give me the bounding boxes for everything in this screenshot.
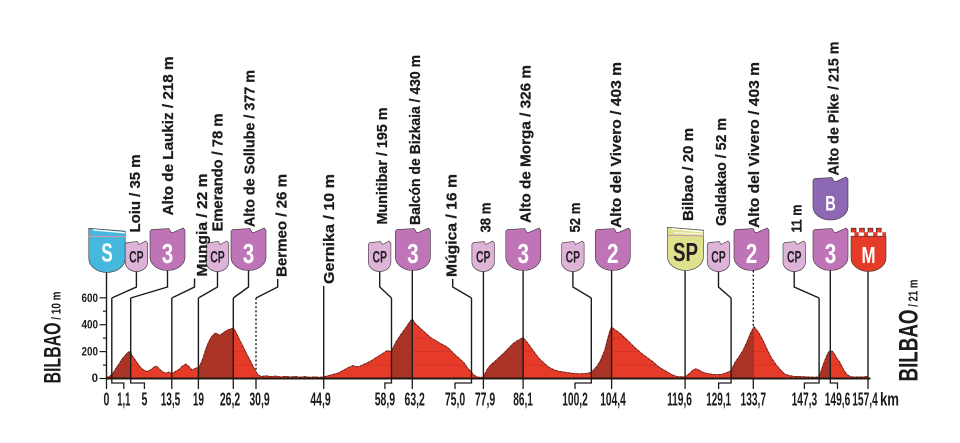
svg-text:CP: CP	[566, 248, 581, 267]
svg-text:147,3: 147,3	[792, 390, 818, 410]
svg-text:600: 600	[82, 293, 99, 305]
svg-text:Bermeo / 26 m: Bermeo / 26 m	[275, 174, 291, 277]
svg-text:Galdakao / 52 m: Galdakao / 52 m	[714, 118, 730, 226]
svg-text:CP: CP	[787, 248, 802, 267]
svg-text:CP: CP	[129, 248, 144, 267]
svg-text:Balcón de Bizkaia / 430 m: Balcón de Bizkaia / 430 m	[408, 55, 424, 225]
svg-text:0: 0	[92, 373, 98, 385]
svg-text:CP: CP	[476, 248, 491, 267]
svg-text:3: 3	[407, 238, 419, 269]
svg-text:Alto de Laukiz / 218 m: Alto de Laukiz / 218 m	[161, 57, 177, 216]
svg-text:2: 2	[746, 238, 758, 269]
svg-text:Munitibar / 195 m: Munitibar / 195 m	[375, 108, 391, 225]
svg-text:5: 5	[141, 390, 147, 410]
svg-text:Loiu / 35 m: Loiu / 35 m	[128, 155, 144, 233]
svg-text:CP: CP	[210, 248, 225, 267]
svg-text:400: 400	[82, 320, 99, 332]
svg-text:86,1: 86,1	[513, 390, 533, 410]
svg-text:0: 0	[104, 390, 110, 410]
svg-text:3: 3	[243, 238, 255, 269]
svg-text:63,2: 63,2	[405, 390, 425, 410]
svg-text:km: km	[880, 390, 899, 410]
svg-text:S: S	[101, 238, 113, 268]
svg-text:38 m: 38 m	[479, 203, 495, 233]
svg-text:26,2: 26,2	[220, 390, 240, 410]
svg-text:BILBAO / 10 m: BILBAO / 10 m	[39, 292, 66, 384]
svg-text:44,9: 44,9	[310, 390, 330, 410]
svg-text:129,1: 129,1	[706, 390, 731, 410]
svg-text:3: 3	[518, 238, 530, 269]
svg-text:200: 200	[82, 347, 99, 359]
svg-text:M: M	[862, 242, 876, 268]
svg-text:58,9: 58,9	[375, 390, 395, 410]
svg-text:Mungia / 22 m: Mungia / 22 m	[195, 174, 211, 277]
svg-text:119,6: 119,6	[667, 390, 692, 410]
svg-text:CP: CP	[372, 248, 387, 267]
svg-text:Emerando / 78 m: Emerando / 78 m	[210, 114, 226, 232]
svg-text:Gernika / 10 m: Gernika / 10 m	[322, 174, 338, 284]
svg-text:157,4: 157,4	[852, 390, 878, 410]
svg-text:Bilbao / 20 m: Bilbao / 20 m	[681, 128, 697, 221]
svg-text:Alto de Sollube / 377 m: Alto de Sollube / 377 m	[243, 70, 259, 227]
svg-text:Alto de Pike / 215 m: Alto de Pike / 215 m	[827, 42, 843, 176]
svg-text:SP: SP	[673, 237, 698, 267]
svg-text:2: 2	[607, 238, 619, 269]
svg-text:3: 3	[162, 238, 174, 269]
svg-text:3: 3	[825, 238, 837, 269]
svg-text:52 m: 52 m	[568, 203, 584, 233]
svg-text:30,9: 30,9	[249, 390, 269, 410]
svg-text:104,4: 104,4	[600, 390, 626, 410]
svg-text:77,9: 77,9	[475, 390, 495, 410]
svg-text:13,5: 13,5	[161, 390, 181, 410]
svg-text:Alto del Vivero / 403 m: Alto del Vivero / 403 m	[609, 62, 625, 228]
svg-text:133,7: 133,7	[741, 390, 767, 410]
svg-text:1,1: 1,1	[117, 390, 130, 410]
svg-text:149,6: 149,6	[825, 390, 851, 410]
svg-text:B: B	[825, 193, 836, 216]
svg-text:19: 19	[193, 390, 204, 410]
svg-text:75,0: 75,0	[445, 390, 465, 410]
svg-text:100,2: 100,2	[562, 390, 588, 410]
svg-text:Alto del Vivero / 403 m: Alto del Vivero / 403 m	[747, 62, 763, 228]
svg-text:BILBAO / 21 m: BILBAO / 21 m	[894, 280, 924, 382]
svg-text:11 m: 11 m	[790, 205, 806, 233]
svg-text:CP: CP	[711, 248, 726, 267]
svg-text:Alto de Morga / 326 m: Alto de Morga / 326 m	[519, 65, 535, 223]
svg-text:Múgica / 16 m: Múgica / 16 m	[445, 174, 461, 277]
